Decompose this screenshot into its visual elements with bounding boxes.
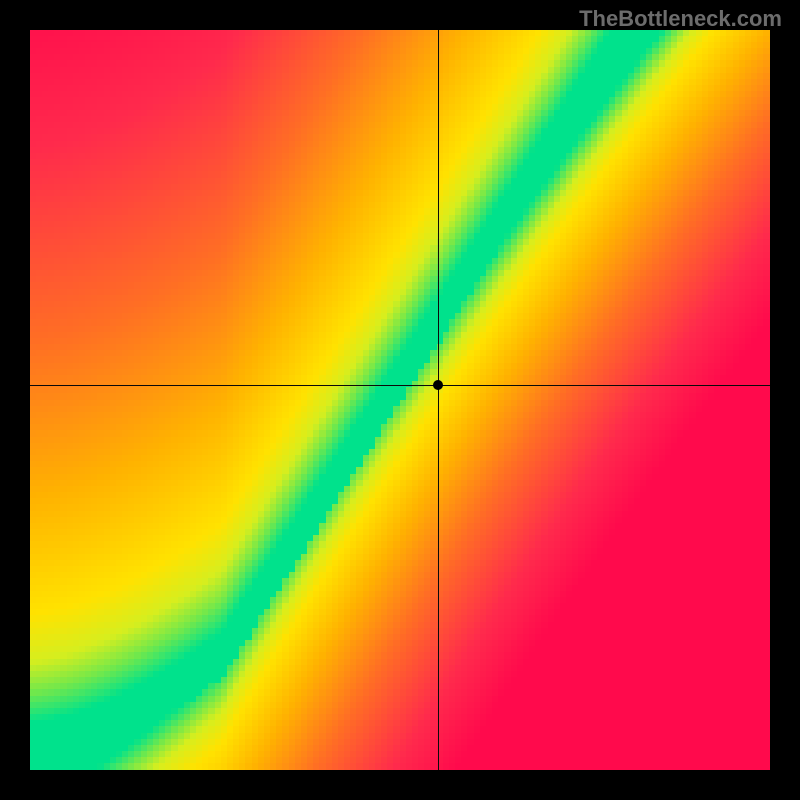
watermark-text: TheBottleneck.com <box>579 6 782 32</box>
crosshair-horizontal <box>30 385 770 386</box>
chart-container: TheBottleneck.com <box>0 0 800 800</box>
crosshair-vertical <box>438 30 439 770</box>
crosshair-dot <box>433 380 443 390</box>
heatmap-canvas <box>30 30 770 770</box>
